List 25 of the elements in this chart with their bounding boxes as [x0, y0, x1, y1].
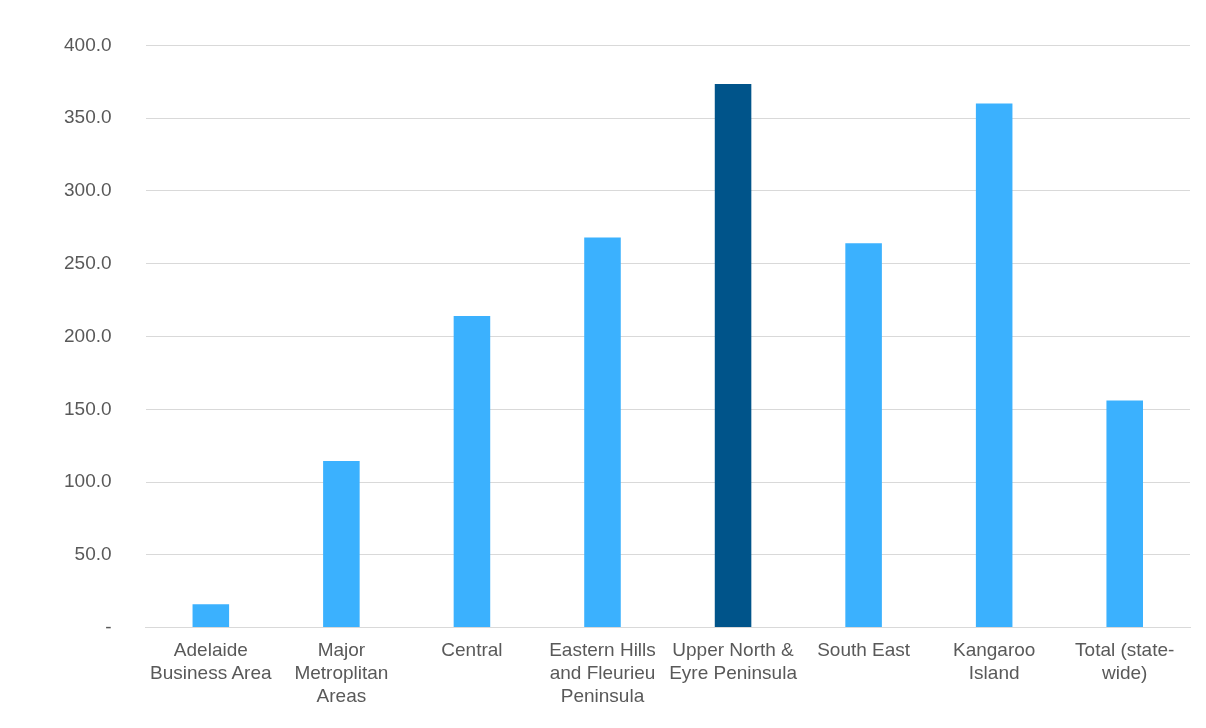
y-tick-label: - [105, 615, 112, 637]
bar [1106, 400, 1143, 628]
y-tick-label: 300.0 [64, 179, 112, 201]
bar [975, 103, 1013, 628]
x-tick-label: Central [441, 639, 503, 661]
bar [845, 243, 882, 628]
x-tick-label: Adelaide Business Area [150, 639, 272, 684]
x-tick-label: Eastern Hills and Fleurieu Peninsula [549, 639, 656, 706]
y-tick-label: 350.0 [64, 106, 112, 128]
bar [192, 604, 230, 628]
y-tick-label: 100.0 [64, 470, 112, 492]
x-tick-label: Major Metroplitan Areas [294, 639, 389, 706]
y-tick-label: 50.0 [74, 543, 112, 565]
y-tick-label: 400.0 [64, 33, 112, 55]
x-tick-label: Kangaroo Island [952, 639, 1036, 684]
y-tick-label: 250.0 [64, 251, 112, 273]
bar [323, 460, 360, 628]
y-tick-label: 200.0 [64, 324, 112, 346]
x-tick-label: Total (state-wide) [1075, 639, 1175, 684]
x-tick-label: Upper North & Eyre Peninsula [669, 639, 798, 684]
bar [714, 83, 752, 628]
y-tick-label: 150.0 [64, 397, 112, 419]
bar [453, 316, 491, 628]
x-tick-label: South East [817, 639, 911, 661]
bar [584, 237, 621, 628]
